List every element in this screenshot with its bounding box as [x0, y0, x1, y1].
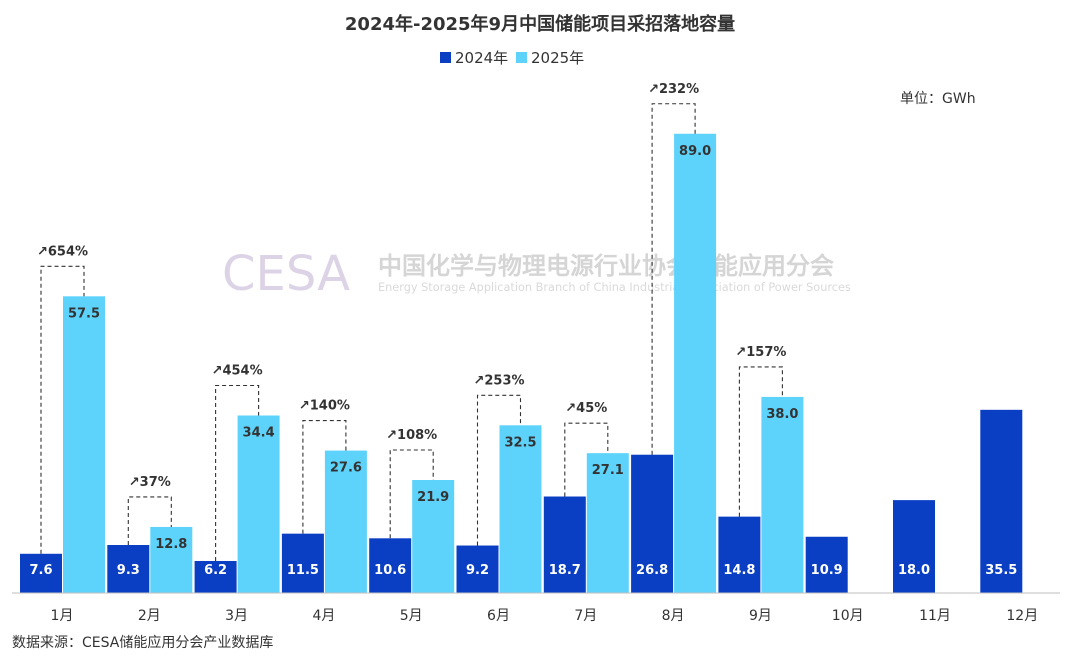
bar-2024	[369, 538, 412, 593]
x-tick-label: 5月	[400, 608, 423, 624]
growth-label: ↗108%	[386, 428, 437, 443]
bar-2024	[456, 545, 499, 593]
growth-label: ↗454%	[212, 363, 263, 378]
bar-label-2025: 27.6	[330, 461, 362, 476]
growth-bracket	[651, 103, 696, 455]
growth-bracket	[215, 384, 260, 562]
bar-2024	[631, 454, 674, 593]
x-axis-ticks: 1月 2月 3月 4月 5月 6月 7月 8月 9月 10月 11月 12月	[51, 608, 1039, 624]
bar-label-2025: 38.0	[766, 407, 798, 422]
bar-2025	[586, 453, 629, 593]
growth-bracket	[476, 394, 522, 546]
bar-2025	[324, 450, 367, 593]
bar-2024	[543, 496, 586, 593]
watermark-org-cn: 中国化学与物理电源行业协会储能应用分会	[378, 252, 834, 280]
bar-label-2025: 12.8	[155, 537, 187, 552]
bar-2024	[20, 553, 62, 593]
legend-swatch-2025	[516, 52, 527, 63]
growth-label: ↗37%	[129, 475, 171, 490]
bar-2024	[194, 561, 237, 593]
growth-bracket	[40, 265, 85, 554]
bar-label-2024: 9.3	[117, 563, 140, 578]
growth-label: ↗232%	[648, 82, 699, 97]
x-tick-label: 1月	[51, 608, 74, 624]
x-tick-label: 11月	[919, 608, 951, 624]
bar-label-2024: 14.8	[723, 563, 755, 578]
growth-bracket	[127, 496, 172, 546]
bar-label-2024: 35.5	[985, 563, 1017, 578]
x-tick-label: 2月	[138, 608, 161, 624]
bar-label-2024: 18.7	[549, 563, 581, 578]
growth-label: ↗157%	[735, 345, 786, 360]
x-tick-label: 7月	[574, 608, 597, 624]
bar-label-2024: 11.5	[287, 563, 319, 578]
bar-label-2024: 6.2	[204, 563, 227, 578]
watermark: CESA 中国化学与物理电源行业协会储能应用分会 Energy Storage …	[222, 246, 851, 302]
x-tick-label: 8月	[662, 608, 685, 624]
legend: 2024年 2025年	[440, 49, 584, 67]
bar-label-2025: 21.9	[417, 490, 449, 505]
bar-2024	[718, 516, 761, 593]
x-tick-label: 4月	[312, 608, 335, 624]
bar-label-2024: 26.8	[636, 563, 668, 578]
chart-title: 2024年-2025年9月中国储能项目采招落地容量	[345, 13, 735, 35]
bar-2025	[674, 133, 717, 593]
bar-label-2025: 27.1	[592, 463, 624, 478]
bar-2024	[281, 533, 324, 593]
legend-swatch-2024	[440, 52, 451, 63]
bar-2024	[980, 409, 1023, 593]
bar-label-2025: 34.4	[243, 425, 275, 440]
bar-2025	[237, 415, 280, 593]
x-tick-label: 12月	[1006, 608, 1038, 624]
watermark-logo: CESA	[222, 246, 350, 302]
bar-2025	[63, 296, 105, 593]
bar-label-2024: 10.9	[811, 563, 843, 578]
growth-bracket	[564, 422, 609, 497]
bar-2025	[412, 479, 455, 593]
growth-label: ↗654%	[37, 244, 88, 259]
bar-label-2025: 89.0	[679, 144, 711, 159]
growth-label: ↗140%	[299, 399, 350, 414]
watermark-org-en: Energy Storage Application Branch of Chi…	[378, 281, 851, 294]
legend-label-2024: 2024年	[455, 49, 508, 67]
bar-2024	[805, 536, 848, 593]
growth-bracket	[302, 420, 347, 534]
bar-label-2025: 32.5	[504, 435, 536, 450]
growth-bracket	[389, 449, 434, 539]
source-note: 数据来源：CESA储能应用分会产业数据库	[12, 634, 273, 651]
bar-2025	[150, 526, 193, 593]
growth-label: ↗45%	[565, 401, 607, 416]
bar-label-2024: 7.6	[29, 563, 52, 578]
bar-2025	[499, 425, 542, 593]
bar-2025	[761, 396, 804, 593]
bar-label-2025: 57.5	[68, 306, 100, 321]
bar-label-2024: 18.0	[898, 563, 930, 578]
growth-label: ↗253%	[473, 373, 524, 388]
x-tick-label: 3月	[225, 608, 248, 624]
bar-2024	[107, 545, 150, 593]
unit-label: 单位：GWh	[900, 91, 976, 107]
bar-label-2024: 10.6	[374, 563, 406, 578]
x-tick-label: 10月	[832, 608, 864, 624]
bar-label-2024: 9.2	[466, 563, 489, 578]
x-tick-label: 6月	[487, 608, 510, 624]
bar-2024	[893, 500, 935, 593]
growth-bracket	[738, 366, 783, 517]
legend-label-2025: 2025年	[531, 49, 584, 67]
x-tick-label: 9月	[749, 608, 772, 624]
plot-area: 7.6 57.5 ↗654% 9.3 12.8 ↗37% 6.2 34.4 ↗454% 11.5 2…	[20, 82, 1023, 593]
